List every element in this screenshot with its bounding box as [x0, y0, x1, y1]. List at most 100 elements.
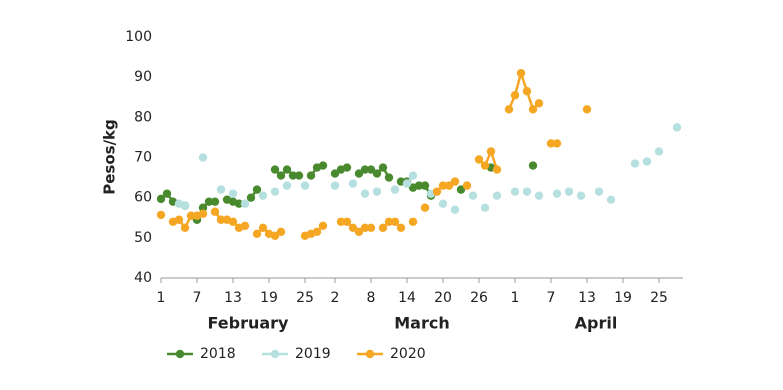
- data-point: [270, 165, 280, 174]
- data-point: [366, 223, 376, 232]
- data-point: [510, 91, 520, 100]
- data-point: [198, 203, 208, 212]
- x-tick-label: 20: [434, 290, 452, 306]
- data-point: [528, 161, 538, 170]
- data-point: [288, 171, 298, 180]
- x-tick-label: 1: [157, 290, 166, 306]
- data-point: [534, 99, 544, 108]
- x-tick-label: 19: [614, 290, 632, 306]
- data-point: [450, 205, 460, 214]
- y-tick-label: 60: [134, 190, 152, 206]
- x-tick-label: 26: [470, 290, 488, 306]
- data-point: [486, 147, 496, 156]
- data-point: [228, 189, 238, 198]
- data-point: [378, 163, 388, 172]
- data-point: [360, 223, 370, 232]
- data-point: [270, 231, 280, 241]
- data-point: [258, 191, 268, 200]
- data-point: [408, 217, 418, 226]
- x-tick-label: 1: [511, 290, 520, 306]
- data-point: [576, 191, 586, 200]
- data-point: [642, 157, 652, 166]
- data-point: [240, 199, 250, 208]
- data-point: [282, 165, 292, 174]
- data-point: [420, 203, 430, 212]
- data-point: [528, 105, 538, 114]
- data-point: [420, 181, 430, 190]
- data-point: [228, 217, 238, 226]
- data-point: [186, 211, 196, 220]
- data-point: [552, 139, 562, 148]
- series-line: [478, 147, 499, 170]
- data-point: [390, 185, 400, 194]
- y-axis-label: Pesos/kg: [101, 119, 119, 195]
- data-point: [162, 189, 172, 198]
- data-point: [216, 185, 226, 194]
- data-point: [672, 123, 682, 132]
- data-point: [390, 217, 400, 226]
- data-point: [492, 191, 502, 200]
- data-point: [312, 227, 322, 237]
- x-tick-label: 2: [331, 290, 340, 306]
- data-point: [468, 191, 478, 200]
- data-point: [510, 187, 520, 196]
- data-point: [210, 207, 220, 216]
- data-point: [330, 169, 340, 178]
- data-point: [438, 199, 448, 208]
- data-point: [198, 153, 208, 162]
- data-point: [534, 191, 544, 200]
- data-point: [216, 215, 226, 224]
- data-point: [594, 187, 604, 196]
- data-point: [492, 165, 502, 174]
- x-tick-label: 7: [193, 290, 202, 306]
- x-tick-label: 25: [296, 290, 314, 306]
- y-tick-label: 40: [134, 270, 152, 286]
- data-point: [156, 210, 166, 220]
- data-point: [462, 181, 472, 190]
- data-point: [276, 227, 286, 237]
- data-point: [366, 165, 376, 174]
- data-point: [396, 223, 406, 232]
- x-tick-label: 13: [224, 290, 242, 306]
- data-point: [384, 217, 394, 226]
- data-point: [480, 203, 490, 212]
- data-point: [372, 169, 382, 178]
- data-point: [480, 161, 490, 170]
- data-point: [408, 171, 418, 180]
- data-point: [276, 171, 286, 180]
- y-tick-label: 90: [134, 69, 152, 85]
- y-tick-label: 50: [134, 230, 152, 246]
- data-point: [630, 159, 640, 168]
- data-point: [180, 223, 190, 232]
- data-point: [294, 171, 304, 180]
- data-point: [306, 171, 316, 180]
- data-point: [198, 209, 208, 218]
- data-point: [336, 217, 346, 226]
- x-tick-label: 25: [650, 290, 668, 306]
- data-point: [360, 165, 370, 174]
- data-point: [414, 181, 424, 190]
- data-point: [174, 215, 184, 224]
- data-point: [504, 105, 514, 114]
- data-point: [372, 187, 382, 196]
- data-point: [330, 181, 340, 190]
- legend-marker: [365, 349, 375, 359]
- data-point: [318, 221, 328, 230]
- data-point: [582, 105, 592, 114]
- data-point: [318, 161, 328, 170]
- y-tick-label: 100: [125, 29, 152, 45]
- data-point: [252, 229, 262, 239]
- data-point: [210, 197, 220, 206]
- data-point: [270, 187, 280, 196]
- data-point: [456, 185, 466, 194]
- data-point: [342, 163, 352, 172]
- data-point: [606, 195, 616, 204]
- legend-label: 2020: [390, 346, 426, 362]
- data-point: [438, 181, 448, 190]
- data-point: [360, 189, 370, 198]
- data-point: [354, 227, 364, 237]
- data-point: [384, 173, 394, 182]
- data-point: [342, 217, 352, 226]
- data-point: [444, 181, 454, 190]
